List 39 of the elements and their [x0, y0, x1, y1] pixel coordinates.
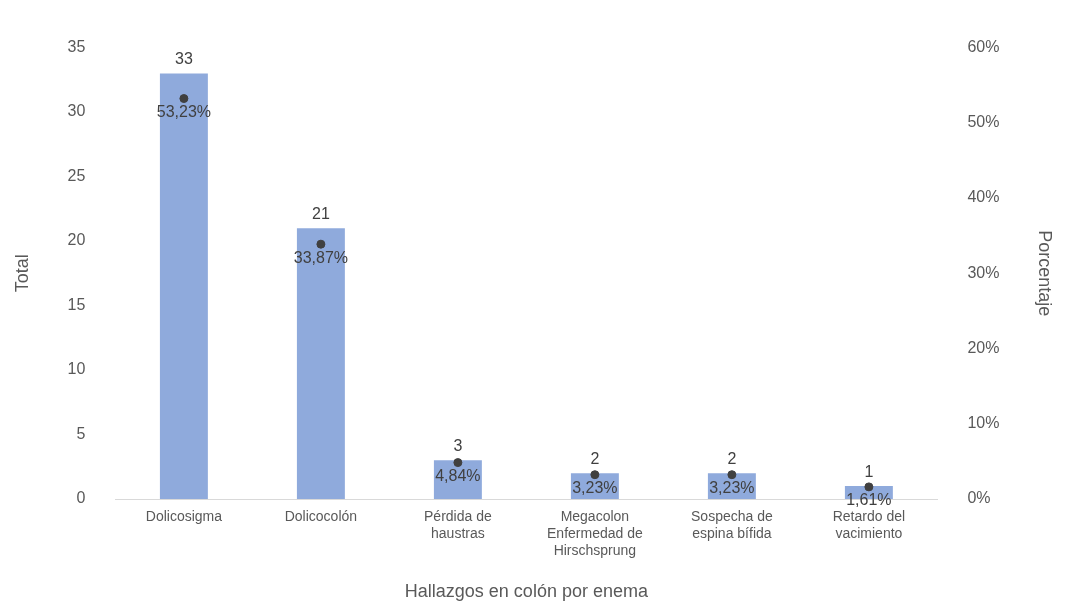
y-tick-label: 10 [67, 360, 86, 378]
point [590, 470, 600, 480]
data-label: 2 [727, 449, 737, 467]
data-label: 4,84% [435, 466, 481, 484]
y2-tick-label: 50% [967, 113, 1000, 131]
point [727, 470, 737, 480]
point [864, 482, 874, 492]
data-label: 21 [311, 204, 330, 222]
y2-tick-label: 30% [967, 263, 1000, 281]
y-axis-title: Total [11, 254, 32, 293]
y-tick-label: 20 [67, 231, 86, 249]
point [316, 239, 326, 249]
x-tick-label: Sospecha de espina bífida [691, 508, 773, 542]
data-label: 3 [453, 436, 463, 454]
data-label: 3,23% [709, 479, 755, 497]
y-tick-label: 30 [67, 102, 86, 120]
y-tick-label: 5 [76, 424, 86, 442]
y2-tick-label: 0% [967, 489, 991, 507]
y2-tick-label: 20% [967, 338, 1000, 356]
y-tick-label: 35 [67, 38, 86, 56]
x-tick-label: Dolicocolón [284, 508, 358, 525]
data-label: 3,23% [572, 479, 618, 497]
data-label: 1 [864, 462, 874, 480]
x-tick-label: Dolicosigma [145, 508, 223, 525]
x-axis-title: Hallazgos en colón por enema [404, 581, 649, 602]
y2-tick-label: 10% [967, 414, 1000, 432]
point [179, 94, 189, 104]
point [453, 458, 463, 468]
y2-tick-label: 60% [967, 38, 1000, 56]
data-label: 33 [175, 49, 193, 67]
x-tick-label: Retardo del vacimiento [832, 508, 906, 542]
y2-tick-label: 40% [967, 188, 1000, 206]
y-tick-label: 25 [67, 166, 86, 184]
data-label: 2 [590, 449, 600, 467]
x-tick-label: Megacolon Enfermedad de Hirschsprung [547, 508, 643, 558]
y-tick-label: 0 [76, 489, 86, 507]
x-tick-label: Pérdida de haustras [424, 508, 492, 542]
y2-axis-title: Porcentaje [1035, 230, 1056, 317]
y-tick-label: 15 [67, 295, 86, 313]
